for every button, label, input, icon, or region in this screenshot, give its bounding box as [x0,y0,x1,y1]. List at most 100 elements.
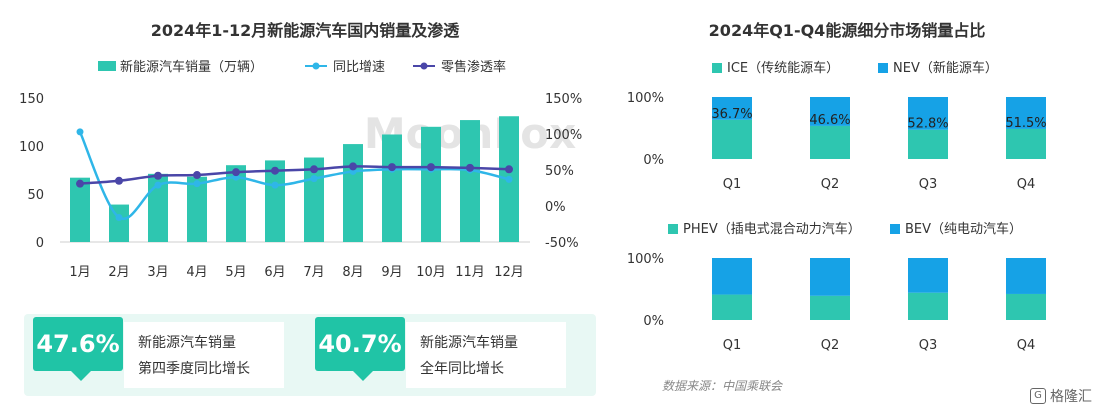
point-series-2-4月 [193,171,201,180]
bar-sales-11月 [460,120,480,242]
point-series-2-11月 [466,163,474,172]
x-tick-label: 6月 [264,265,285,280]
x-tick-label: 5月 [225,265,246,280]
chart2-x-label: Q3 [919,177,938,192]
stat-q4-line2: 第四季度同比增长 [138,361,250,377]
chart2-nev-label-Q3: 52.8% [907,117,948,132]
x-tick-label: 12月 [494,265,524,280]
chart2-title: 2024年Q1-Q4能源细分市场销量占比 [709,21,986,40]
left-tick-label: 50 [27,188,44,203]
brand-name: 格隆汇 [1050,389,1092,405]
chart2-bar-Q3-seg0 [908,129,948,159]
chart2-x-label: Q1 [723,177,742,192]
bar-sales-6月 [265,160,285,242]
chart3-x-label: Q3 [919,338,938,353]
x-tick-label: 8月 [342,265,363,280]
stat-year-line1: 新能源汽车销量 [420,335,518,351]
left-tick-label: 0 [36,236,44,251]
point-series-1-7月 [310,175,318,183]
chart1-title: 2024年1-12月新能源汽车国内销量及渗透 [151,21,461,40]
chart2-legend-label-1: NEV（新能源车） [893,60,998,76]
point-series-2-3月 [154,171,162,180]
x-tick-label: 7月 [303,265,324,280]
x-tick-label: 2月 [108,265,129,280]
right-tick-label: 50% [545,164,574,179]
chart3-bar-Q2-seg0 [810,295,850,320]
legend-label-2: 零售渗透率 [441,59,506,75]
chart2-x-label: Q2 [821,177,840,192]
chart2-nev-label-Q1: 36.7% [711,107,752,122]
chart2-bar-Q4-seg1 [1006,97,1046,129]
chart2-bar-Q4-seg0 [1006,128,1046,159]
right-tick-label: 100% [545,128,582,143]
bar-sales-10月 [421,126,441,242]
point-series-2-7月 [310,165,318,174]
chart3-legend-label-1: BEV（纯电动汽车） [905,221,1022,237]
point-series-1-6月 [271,181,279,189]
chart3-bar-Q3-seg0 [908,292,948,320]
brand-g-icon: G [1030,388,1046,404]
bar-sales-8月 [343,144,363,242]
point-series-2-1月 [76,179,84,188]
bar-sales-4月 [187,176,207,242]
left-tick-label: 100 [19,140,44,155]
point-series-1-12月 [505,175,513,183]
chart3-ytick-100: 100% [627,252,664,267]
chart2-bar-Q1-seg1 [712,97,752,120]
stat-badge-q4: 47.6% [33,317,123,381]
point-series-1-2月 [115,214,123,222]
chart2-nev-label-Q4: 51.5% [1005,116,1046,131]
point-series-1-1月 [76,128,84,136]
point-series-1-4月 [193,180,201,188]
chart2-bar-Q2-seg0 [810,125,850,159]
chart3-x-label: Q1 [723,338,742,353]
legend-marker-1 [312,62,320,70]
point-series-2-5月 [232,168,240,177]
stat-year-line2: 全年同比增长 [420,361,504,377]
chart2-ytick-0: 0% [643,153,664,168]
chart2-nev-label-Q2: 46.6% [809,113,850,128]
chart2-bar-Q1-seg0 [712,119,752,159]
chart2-ytick-100: 100% [627,91,664,106]
legend-label-1: 同比增速 [333,60,385,75]
point-series-2-2月 [115,176,123,185]
x-tick-label: 11月 [455,265,485,280]
x-tick-label: 4月 [186,265,207,280]
chart2-bar-Q2-seg1 [810,97,850,126]
x-tick-label: 9月 [381,265,402,280]
chart2-x-label: Q4 [1017,177,1036,192]
chart3-bar-Q4-seg0 [1006,293,1046,320]
chart3-x-label: Q4 [1017,338,1036,353]
chart3-bar-Q4-seg1 [1006,258,1046,294]
chart3-x-label: Q2 [821,338,840,353]
legend-label-0: 新能源汽车销量（万辆） [120,59,263,75]
right-tick-label: 150% [545,92,582,107]
stat-q4-text: 新能源汽车销量 第四季度同比增长 [124,322,284,388]
brand-logo: G 格隆汇 [1030,386,1092,406]
point-series-2-10月 [427,163,435,172]
x-tick-label: 3月 [147,265,168,280]
bar-sales-9月 [382,134,402,242]
bar-sales-3月 [148,173,168,242]
point-series-2-9月 [388,163,396,172]
left-tick-label: 150 [19,92,44,107]
chart3-legend-swatch-1 [890,224,900,234]
chart3-bar-Q3-seg1 [908,258,948,293]
chart3-ytick-0: 0% [643,314,664,329]
right-tick-label: -50% [545,236,579,251]
bar-sales-1月 [70,177,90,242]
point-series-2-8月 [349,162,357,171]
stat-year-text: 新能源汽车销量 全年同比增长 [406,322,566,388]
chart3-bar-Q2-seg1 [810,258,850,296]
legend-marker-2 [420,62,428,70]
point-series-2-12月 [505,165,513,174]
bar-sales-5月 [226,165,246,242]
legend-swatch-0 [98,61,116,71]
chart2-legend-swatch-0 [712,63,722,73]
point-series-1-3月 [154,181,162,189]
point-series-2-6月 [271,166,279,175]
chart3-legend-swatch-0 [668,224,678,234]
chart3-bar-Q1-seg0 [712,294,752,320]
x-tick-label: 1月 [69,265,90,280]
